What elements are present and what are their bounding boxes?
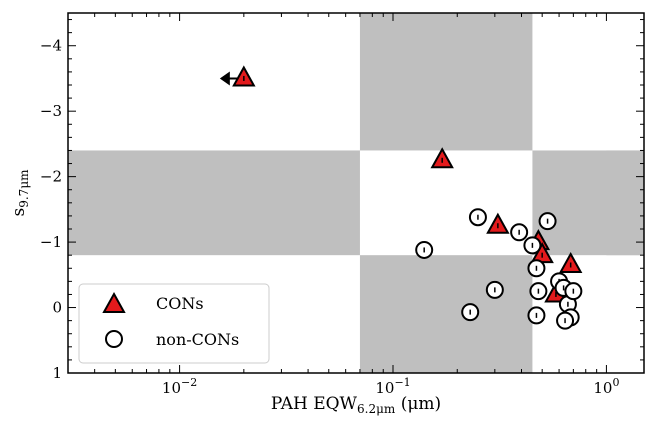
y-tick-label: 1: [52, 364, 62, 382]
x-tick-label: 10−1: [375, 376, 410, 397]
legend-box: [78, 283, 270, 364]
data-points: [219, 65, 583, 330]
y-axis-label: s9.7μm: [9, 169, 31, 217]
y-axis-label-sub: 9.7μm: [17, 169, 31, 208]
shaded-region: [359, 255, 533, 373]
y-axis-label-main: s: [9, 208, 29, 217]
tick-labels: −4 −3 −2 −1 0 1 10−2 10−1 100: [40, 37, 620, 397]
y-tick-label: 0: [52, 299, 62, 317]
legend-label-non-cons: non-CONs: [156, 330, 239, 349]
x-axis-label-main: PAH EQW: [271, 394, 358, 414]
shaded-region: [68, 150, 360, 256]
x-axis-label-unit: (μm): [395, 394, 441, 414]
axis-ticks: [67, 13, 644, 374]
legend-triangle-marker: [102, 291, 126, 313]
legend: CONs non-CONs: [78, 283, 270, 364]
legend-label-cons: CONs: [156, 294, 204, 313]
x-tick-label: 100: [593, 376, 619, 397]
y-tick-label: −4: [40, 37, 62, 55]
y-tick-label: −1: [40, 233, 62, 251]
x-axis-label-sub: 6.2μm: [357, 402, 396, 416]
shaded-regions: [68, 13, 644, 373]
legend-circle-marker: [105, 330, 123, 348]
y-tick-label: −2: [40, 168, 62, 186]
x-tick-label: 10−2: [162, 376, 197, 397]
y-tick-label: −3: [40, 102, 62, 120]
shaded-region: [532, 150, 644, 256]
limit-arrow-head: [219, 71, 230, 86]
shaded-region: [359, 13, 533, 151]
x-axis-label: PAH EQW6.2μm (μm): [271, 394, 441, 416]
plot-frame: [67, 12, 645, 374]
